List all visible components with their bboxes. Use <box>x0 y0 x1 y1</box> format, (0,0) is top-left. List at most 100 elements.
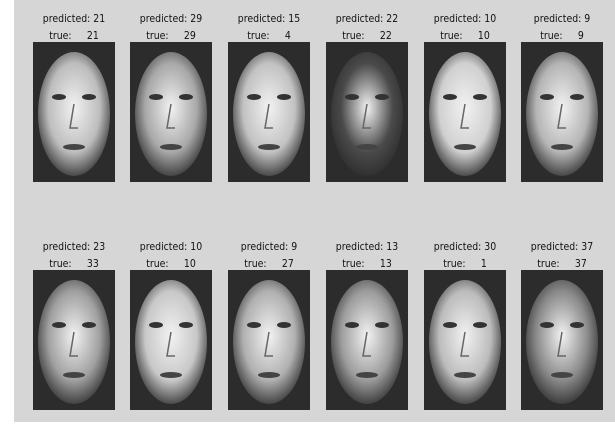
face-panel: predicted: 9 true: 9 <box>521 10 603 44</box>
face-image <box>33 270 115 410</box>
true-label: true: <box>342 29 364 42</box>
predicted-line: predicted: 29 <box>130 10 212 27</box>
predicted-value: 10 <box>484 12 496 25</box>
predicted-label: predicted: <box>434 240 482 253</box>
eye <box>82 94 96 100</box>
eye <box>179 322 193 328</box>
true-value: 22 <box>380 29 392 42</box>
face <box>331 280 403 404</box>
eye <box>345 94 359 100</box>
face <box>526 52 598 176</box>
face-panel: predicted: 10 true: 10 <box>424 10 506 44</box>
true-label: true: <box>443 257 465 270</box>
predicted-value: 15 <box>288 12 300 25</box>
face-image <box>33 42 115 182</box>
eye <box>179 94 193 100</box>
true-label: true: <box>440 29 462 42</box>
true-value: 13 <box>380 257 392 270</box>
true-value: 33 <box>87 257 99 270</box>
predicted-line: predicted: 10 <box>424 10 506 27</box>
face-panel: predicted: 15 true: 4 <box>228 10 310 44</box>
predicted-label: predicted: <box>241 240 289 253</box>
eye <box>345 322 359 328</box>
predicted-label: predicted: <box>531 240 579 253</box>
true-value: 9 <box>578 29 584 42</box>
eye <box>540 94 554 100</box>
face <box>233 280 305 404</box>
eye <box>247 322 261 328</box>
true-value: 4 <box>285 29 291 42</box>
face-panel: predicted: 21 true: 21 <box>33 10 115 44</box>
predicted-value: 29 <box>190 12 202 25</box>
face-image <box>326 270 408 410</box>
predicted-value: 21 <box>93 12 105 25</box>
true-value: 21 <box>87 29 99 42</box>
eye <box>82 322 96 328</box>
eye <box>247 94 261 100</box>
predicted-value: 30 <box>484 240 496 253</box>
predicted-value: 37 <box>581 240 593 253</box>
face <box>429 280 501 404</box>
face <box>331 52 403 176</box>
face <box>38 52 110 176</box>
face-panel: predicted: 29 true: 29 <box>130 10 212 44</box>
eye <box>473 322 487 328</box>
face-panel: predicted: 30 true: 1 <box>424 238 506 272</box>
eye <box>375 94 389 100</box>
face-image <box>521 42 603 182</box>
mouth <box>356 372 378 378</box>
mouth <box>160 144 182 150</box>
predicted-label: predicted: <box>534 12 582 25</box>
true-value: 1 <box>481 257 487 270</box>
true-label: true: <box>146 29 168 42</box>
figure: predicted: 21 true: 21 predicted: 29 true: 29… <box>14 0 615 422</box>
predicted-value: 23 <box>93 240 105 253</box>
face-panel: predicted: 37 true: 37 <box>521 238 603 272</box>
predicted-label: predicted: <box>336 240 384 253</box>
eye <box>540 322 554 328</box>
true-label: true: <box>247 29 269 42</box>
predicted-label: predicted: <box>43 12 91 25</box>
mouth <box>454 144 476 150</box>
true-label: true: <box>537 257 559 270</box>
face-image <box>228 270 310 410</box>
true-value: 10 <box>478 29 490 42</box>
predicted-line: predicted: 37 <box>521 238 603 255</box>
true-label: true: <box>540 29 562 42</box>
eye <box>473 94 487 100</box>
eye <box>277 94 291 100</box>
true-label: true: <box>49 29 71 42</box>
face-panel: predicted: 13 true: 13 <box>326 238 408 272</box>
face <box>526 280 598 404</box>
face-image <box>424 270 506 410</box>
true-label: true: <box>342 257 364 270</box>
face-image <box>228 42 310 182</box>
face-panel: predicted: 22 true: 22 <box>326 10 408 44</box>
eye <box>149 322 163 328</box>
mouth <box>258 144 280 150</box>
face-image <box>326 42 408 182</box>
face-image <box>130 42 212 182</box>
predicted-line: predicted: 22 <box>326 10 408 27</box>
face-panel: predicted: 10true:10 <box>130 238 212 272</box>
predicted-label: predicted: <box>336 12 384 25</box>
predicted-line: predicted: 9 <box>521 10 603 27</box>
mouth <box>160 372 182 378</box>
mouth <box>454 372 476 378</box>
mouth <box>551 372 573 378</box>
eye <box>443 94 457 100</box>
predicted-value: 13 <box>386 240 398 253</box>
eye <box>570 94 584 100</box>
mouth <box>258 372 280 378</box>
predicted-label: predicted: <box>140 12 188 25</box>
true-label: true: <box>244 257 266 270</box>
eye <box>375 322 389 328</box>
eye <box>443 322 457 328</box>
eye <box>570 322 584 328</box>
face <box>135 280 207 404</box>
mouth <box>63 372 85 378</box>
face-image <box>424 42 506 182</box>
predicted-line: predicted: 15 <box>228 10 310 27</box>
true-value: 10 <box>184 257 196 270</box>
page: {"panels": [ {"predicted_label": "predic… <box>0 0 615 427</box>
